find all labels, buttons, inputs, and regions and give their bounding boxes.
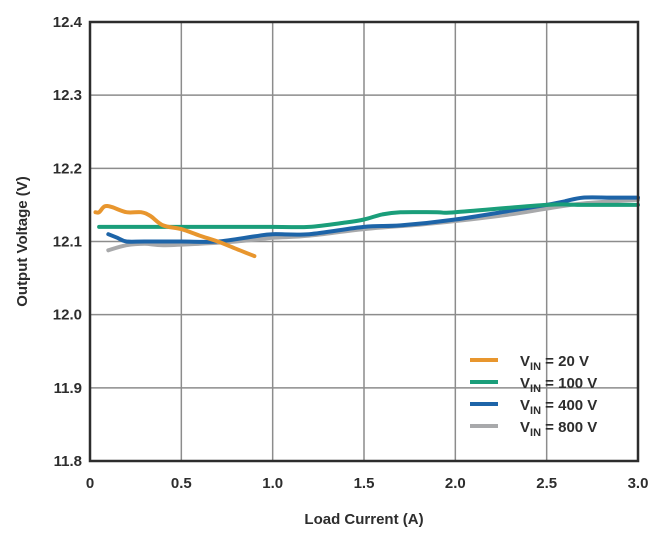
x-tick-label: 1.5 [354,475,375,492]
legend-label: VIN = 400 V [520,397,597,417]
legend-label: VIN = 100 V [520,375,597,395]
y-axis-title: Output Voltage (V) [14,176,31,307]
legend-item: VIN = 100 V [470,375,597,395]
series-line-100v [97,202,640,230]
y-axis-ticks: 11.8 11.9 12.0 12.1 12.2 12.3 12.4 [53,14,83,470]
y-tick-label: 12.1 [53,234,82,251]
y-tick-label: 11.9 [54,380,82,397]
legend-label: VIN = 20 V [520,353,589,373]
grid-lines [90,22,638,461]
x-axis-title: Load Current (A) [304,511,423,528]
x-tick-label: 2.5 [536,475,557,492]
x-axis-ticks: 0 0.5 1.0 1.5 2.0 2.5 3.0 [86,475,649,492]
plot-frame [88,20,640,463]
y-tick-label: 12.2 [53,160,82,177]
x-tick-label: 0.5 [171,475,192,492]
x-tick-label: 0 [86,475,94,492]
x-tick-label: 2.0 [445,475,466,492]
legend-item: VIN = 20 V [470,353,589,373]
y-tick-label: 12.4 [53,14,83,31]
x-tick-label: 3.0 [628,475,649,492]
legend-item: VIN = 800 V [470,419,597,439]
x-tick-label: 1.0 [262,475,283,492]
y-tick-label: 12.0 [53,307,82,324]
y-tick-label: 11.8 [54,453,82,470]
series-line-20v [93,203,257,259]
series-line-400v [106,195,640,244]
legend-label: VIN = 800 V [520,419,597,439]
legend-item: VIN = 400 V [470,397,597,417]
series-lines [93,195,640,259]
y-tick-label: 12.3 [53,87,82,104]
